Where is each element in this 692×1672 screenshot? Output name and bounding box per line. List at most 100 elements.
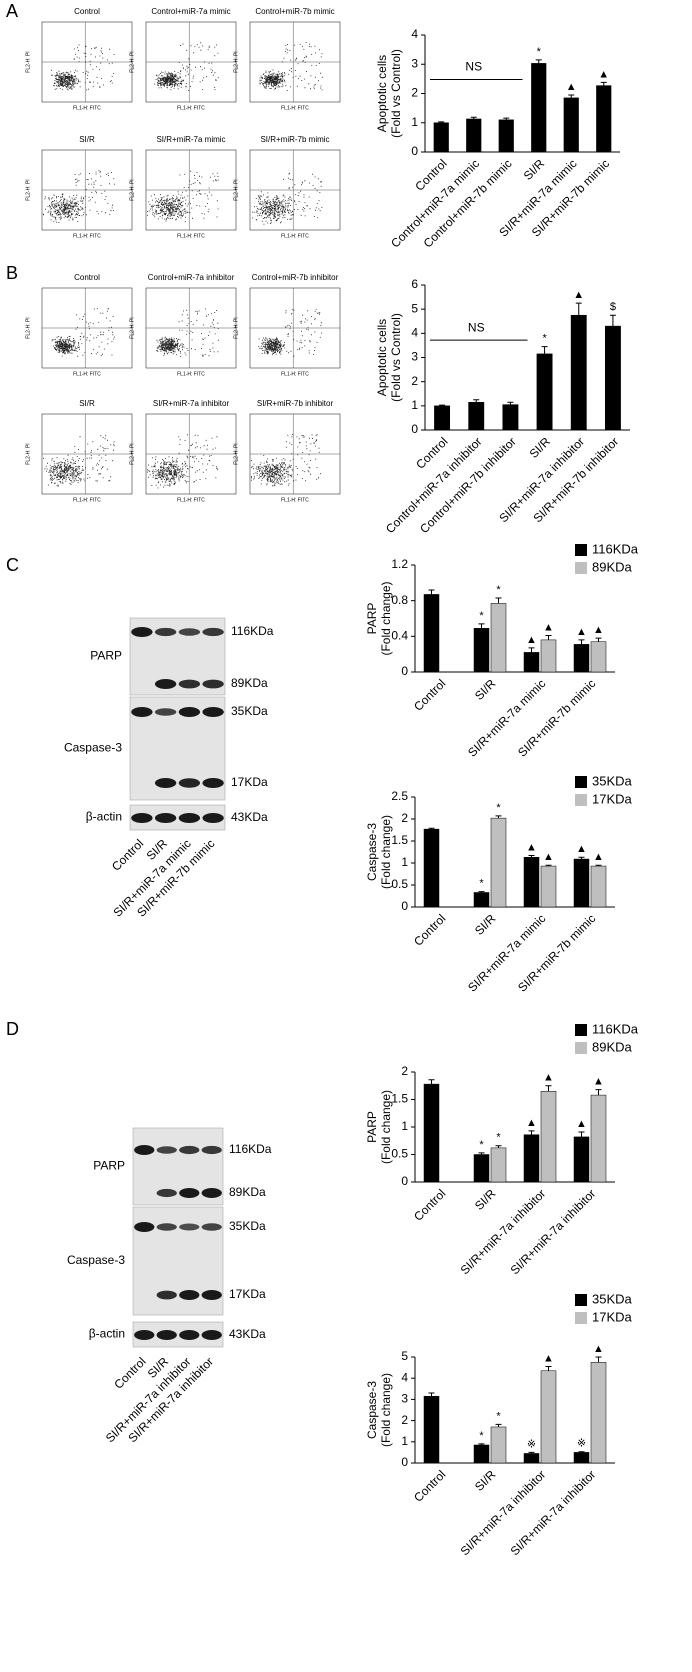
flow-y-label: FL2-H: PI (129, 51, 135, 72)
error-bar (503, 117, 510, 120)
y-tick-label: 0.4 (391, 629, 408, 643)
band-size-label: 116KDa (231, 624, 274, 638)
flow-title: Control+miR-7a inhibitor (148, 273, 235, 282)
significance-marker: ▲ (598, 68, 609, 80)
blot-band (178, 778, 201, 788)
x-tick-label: SI/R+miR-7a inhibitor (508, 1186, 599, 1277)
panel-letter: C (6, 555, 19, 575)
error-bar (545, 1085, 552, 1092)
bar (573, 1136, 590, 1183)
blot-band (134, 1330, 155, 1340)
bar (423, 594, 440, 673)
y-axis-title: Caspase-3 (365, 823, 379, 881)
bar (540, 639, 557, 673)
bar (570, 314, 587, 431)
flow-title: SI/R (79, 135, 95, 144)
blot-row-label: Caspase-3 (67, 1253, 125, 1267)
blot-band (201, 1145, 222, 1155)
panel-letter: A (6, 1, 18, 21)
blot-band (178, 628, 201, 636)
significance-marker: * (542, 333, 547, 345)
bar (473, 628, 490, 673)
blot-band (178, 707, 201, 717)
significance-marker: * (479, 1430, 484, 1442)
bar (523, 857, 540, 908)
error-bar (428, 1392, 435, 1397)
blot-band (179, 1188, 200, 1198)
y-tick-label: 1 (401, 855, 408, 869)
bar (596, 85, 612, 153)
significance-marker: ▲ (576, 626, 587, 638)
blot-band (179, 1145, 200, 1155)
legend-swatch (575, 1312, 587, 1324)
legend-swatch (575, 794, 587, 806)
flow-dots (43, 435, 115, 487)
error-bar (495, 597, 502, 604)
error-bar (438, 121, 445, 123)
significance-marker: ▲ (573, 289, 584, 301)
x-tick-label: SI/R+miR-7a inhibitor (458, 1467, 549, 1558)
y-tick-label: 1 (411, 115, 418, 129)
legend-label: 89KDa (592, 559, 633, 574)
bar (540, 1091, 557, 1183)
y-tick-label: 2 (401, 1064, 408, 1078)
error-bar (595, 637, 602, 642)
bar (473, 892, 490, 908)
flow-dots (156, 308, 219, 357)
y-tick-label: 2 (411, 374, 418, 388)
x-tick-label: SI/R (527, 434, 554, 461)
y-tick-label: 4 (401, 1370, 408, 1384)
y-tick-label: 1.2 (391, 557, 408, 571)
y-tick-label: 0 (411, 422, 418, 436)
blot-band (134, 1145, 155, 1155)
lane-label: Control (111, 1354, 148, 1391)
x-tick-label: SI/R (472, 911, 499, 938)
y-tick-label: 5 (401, 1349, 408, 1363)
y-tick-label: 5 (411, 301, 418, 315)
flow-x-label: FL1-H: FITC (281, 233, 309, 239)
flow-y-label: FL2-H: PI (129, 443, 135, 464)
bar (468, 401, 485, 431)
error-bar (578, 639, 585, 645)
flow-dots (147, 434, 218, 489)
flow-x-label: FL1-H: FITC (177, 233, 205, 239)
blot-band (154, 708, 177, 716)
blot-band (179, 1223, 200, 1231)
flow-y-label: FL2-H: PI (129, 179, 135, 200)
panel-letter: B (6, 263, 18, 283)
blot-band (131, 707, 153, 717)
error-bar (575, 302, 582, 316)
y-tick-label: 1 (401, 1119, 408, 1133)
error-bar (541, 346, 548, 354)
flow-title: SI/R+miR-7a mimic (156, 135, 225, 144)
x-tick-label: SI/R (472, 1186, 499, 1213)
legend-swatch (575, 1042, 587, 1054)
bar (523, 1453, 540, 1464)
x-tick-label: SI/R+miR-7a inhibitor (458, 1186, 549, 1277)
x-tick-label: Control (411, 676, 448, 713)
flow-y-label: FL2-H: PI (25, 179, 31, 200)
y-tick-label: 3 (401, 1392, 408, 1406)
bar (423, 1395, 440, 1464)
bar (563, 97, 579, 153)
bar (573, 1452, 590, 1464)
bar (540, 1370, 557, 1464)
flow-y-label: FL2-H: PI (233, 179, 239, 200)
bar (490, 817, 507, 908)
blot-band (131, 813, 153, 823)
panel-letter: D (6, 1019, 19, 1039)
bar (540, 865, 557, 908)
blot-row-label: β-actin (89, 1327, 125, 1341)
error-bar (428, 589, 435, 595)
blot-band (154, 778, 177, 788)
flow-y-label: FL2-H: PI (233, 443, 239, 464)
y-tick-label: 0.5 (391, 877, 408, 891)
flow-dots (259, 42, 323, 91)
y-tick-label: 6 (411, 277, 418, 291)
error-bar (595, 1356, 602, 1363)
bar (536, 353, 553, 431)
y-axis-title: (Fold change) (379, 581, 393, 655)
flow-title: SI/R (79, 399, 95, 408)
lane-label: Control (109, 836, 146, 873)
